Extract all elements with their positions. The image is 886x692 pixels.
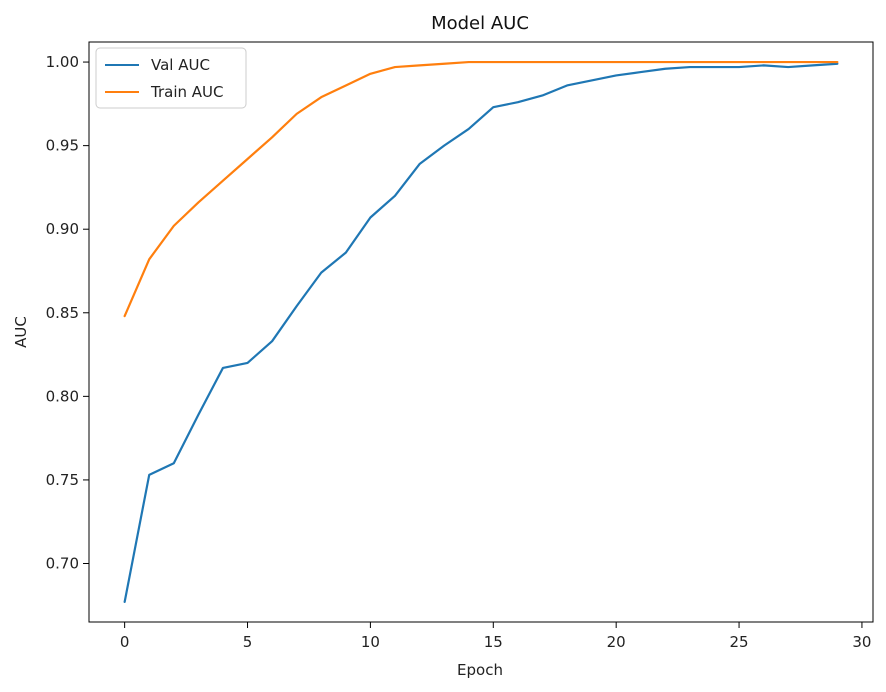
x-axis-label: Epoch: [457, 661, 503, 679]
y-tick-label: 1.00: [46, 53, 79, 71]
y-tick-label: 0.70: [46, 554, 79, 572]
chart-title: Model AUC: [431, 13, 529, 34]
series-line-val-auc: [123, 62, 839, 604]
y-tick-label: 0.85: [46, 304, 79, 322]
plot-area: [88, 41, 874, 623]
y-tick-label: 0.95: [46, 137, 79, 155]
x-tick-label: 30: [852, 633, 871, 651]
x-tick-label: 20: [607, 633, 626, 651]
x-tick-label: 10: [361, 633, 380, 651]
y-tick-label: 0.90: [46, 220, 79, 238]
y-axis-label: AUC: [12, 316, 30, 348]
y-tick-label: 0.75: [46, 471, 79, 489]
y-axis: 0.70 0.75 0.80 0.85 0.90 0.95 1.00: [46, 53, 89, 572]
legend: Val AUC Train AUC: [95, 47, 247, 109]
x-tick-label: 25: [730, 633, 749, 651]
x-axis: 0 5 10 15 20 25 30: [120, 622, 871, 651]
x-tick-label: 5: [243, 633, 253, 651]
y-tick-label: 0.80: [46, 387, 79, 405]
series-line-train-auc: [123, 60, 839, 318]
series-lines: [123, 60, 839, 604]
x-tick-label: 0: [120, 633, 130, 651]
legend-label-train-auc: Train AUC: [150, 83, 223, 101]
legend-label-val-auc: Val AUC: [151, 56, 210, 74]
x-tick-label: 15: [484, 633, 503, 651]
